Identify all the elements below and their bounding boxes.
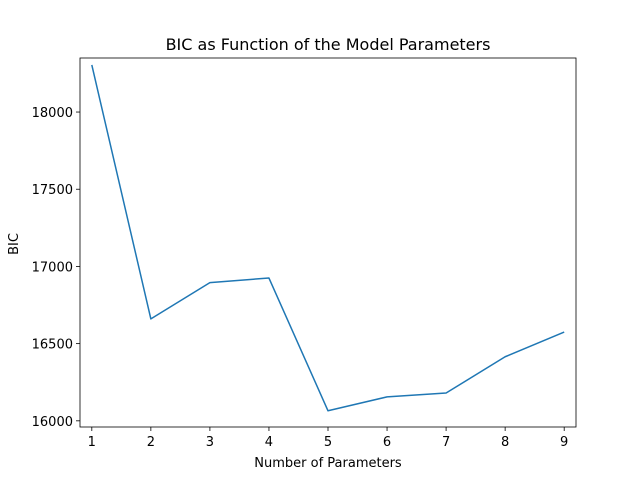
y-tick-label: 16000 (32, 415, 73, 430)
x-tick-label: 2 (147, 435, 155, 450)
x-tick-label: 8 (501, 435, 509, 450)
x-tick-label: 5 (324, 435, 332, 450)
x-tick-label: 3 (206, 435, 214, 450)
plot-area: 1 2 3 4 5 6 7 8 9 16000 16500 17000 17500 18000 (32, 57, 577, 450)
x-tick-label: 4 (265, 435, 273, 450)
y-tick-label: 17000 (32, 260, 73, 275)
x-tick-label: 9 (560, 435, 568, 450)
chart-title: BIC as Function of the Model Parameters (166, 35, 491, 54)
y-tick-label: 16500 (32, 338, 73, 353)
y-tick-label: 17500 (32, 183, 73, 198)
x-tick-label: 1 (88, 435, 96, 450)
y-axis-label: BIC (7, 233, 22, 255)
x-tick-label: 6 (383, 435, 391, 450)
plot-frame (79, 57, 577, 428)
x-axis-label: Number of Parameters (254, 456, 402, 471)
x-tick-label: 7 (442, 435, 450, 450)
series-line (91, 64, 565, 412)
y-tick-label: 18000 (32, 106, 73, 121)
